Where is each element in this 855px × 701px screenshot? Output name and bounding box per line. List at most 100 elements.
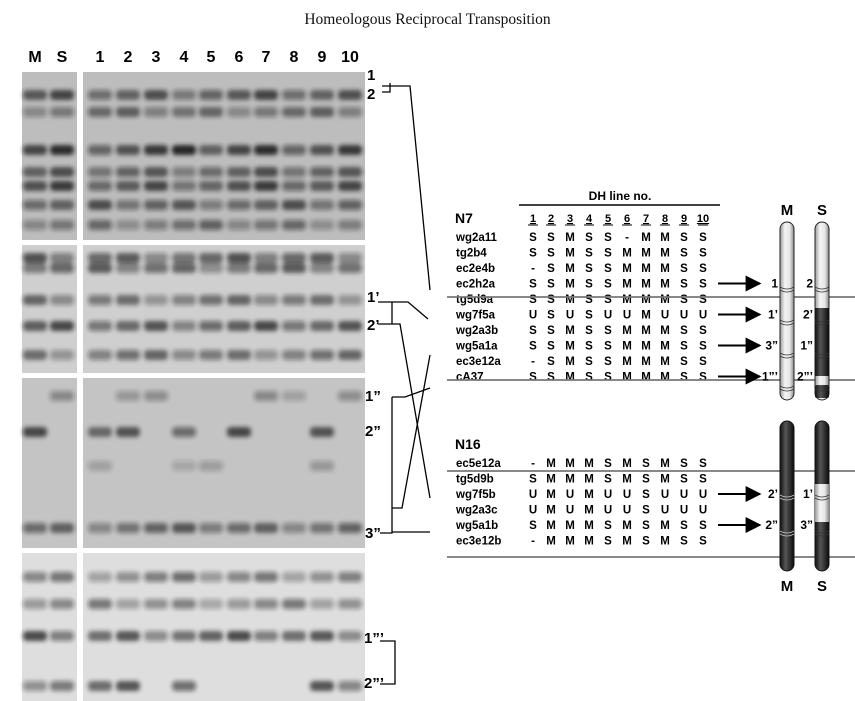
gel-band (23, 145, 47, 155)
gel-band (172, 427, 196, 437)
gel-band (50, 295, 74, 305)
connector-1ppp (380, 640, 396, 685)
gel-band (88, 599, 112, 609)
gel-band (23, 90, 47, 100)
genotype-call: U (566, 505, 574, 517)
gel-band (199, 107, 223, 117)
genotype-call: M (641, 310, 651, 322)
table-column-header: 7 (643, 213, 649, 225)
genotype-call: S (547, 232, 555, 244)
gel-band (172, 107, 196, 117)
gel-band (172, 200, 196, 210)
genotype-call: S (699, 520, 707, 532)
gel-band (338, 599, 362, 609)
gel-band (172, 631, 196, 641)
genotype-call: M (565, 458, 575, 470)
locus-label-m: 1’ (768, 308, 778, 322)
gel-band (310, 599, 334, 609)
gel-band (254, 350, 278, 360)
gel-band (310, 107, 334, 117)
genotype-call: U (699, 505, 707, 517)
gel-band (310, 90, 334, 100)
gel-band (144, 263, 168, 273)
gel-band (23, 107, 47, 117)
gel-band (144, 599, 168, 609)
locus-label-s: 1’ (803, 487, 813, 501)
genotype-call: M (622, 536, 632, 548)
gel-band (254, 167, 278, 177)
genotype-call: M (565, 372, 575, 384)
genotype-call: S (680, 294, 688, 306)
band-label: 3” (365, 525, 381, 542)
gel-band (310, 253, 334, 263)
gel-band (199, 253, 223, 263)
gel-band (199, 523, 223, 533)
genotype-call: M (641, 294, 651, 306)
gel-band (199, 350, 223, 360)
chrom-label-m-bottom: M (781, 578, 794, 595)
gel-band (23, 167, 47, 177)
lane-label: 9 (318, 49, 327, 66)
genotype-call: U (529, 505, 537, 517)
genotype-call: M (565, 263, 575, 275)
gel-band (144, 321, 168, 331)
genotype-call: M (622, 294, 632, 306)
marker-name: wg7f5a (455, 310, 496, 322)
gel-band (23, 181, 47, 191)
band-label: 2” (365, 423, 381, 440)
gel-band (338, 263, 362, 273)
genotype-call: S (604, 232, 612, 244)
genotype-call: M (660, 536, 670, 548)
gel-band (199, 181, 223, 191)
gel-band (50, 681, 74, 691)
gel-band (116, 263, 140, 273)
gel-band (23, 427, 47, 437)
gel-band (338, 523, 362, 533)
genotype-call: M (565, 325, 575, 337)
locus-label-m: 1 (771, 277, 778, 291)
gel-band (227, 631, 251, 641)
genotype-call: M (660, 474, 670, 486)
table-arrows (718, 275, 762, 533)
gel-band (310, 461, 334, 471)
genotype-call: M (584, 489, 594, 501)
genotype-call: U (661, 310, 669, 322)
genotype-call: S (604, 474, 612, 486)
genotype-call: S (680, 356, 688, 368)
genotype-call: S (604, 341, 612, 353)
genotype-call: S (680, 458, 688, 470)
gel-band (282, 181, 306, 191)
genotype-call: M (584, 536, 594, 548)
genotype-call: S (699, 536, 707, 548)
genotype-call: S (604, 325, 612, 337)
genotype-call: M (546, 489, 556, 501)
genotype-call: S (699, 263, 707, 275)
lane-label: 2 (124, 49, 133, 66)
genotype-call: S (642, 474, 650, 486)
genotype-call: S (699, 341, 707, 353)
genotype-call: S (604, 279, 612, 291)
gel-band (338, 200, 362, 210)
connector-1p-2p (378, 301, 431, 499)
gel-image: M S 1 2 3 4 5 6 7 8 9 10 1 2 1’ 2’ 1” 2” 3” 1”’ 2”’ (22, 49, 384, 701)
gel-band (282, 263, 306, 273)
genotype-call: M (622, 325, 632, 337)
genotype-call: S (699, 294, 707, 306)
genotype-call: M (641, 248, 651, 260)
gel-band (227, 427, 251, 437)
gel-band (338, 350, 362, 360)
genotype-call: M (565, 341, 575, 353)
genotype-call: S (585, 279, 593, 291)
genotype-call: M (641, 232, 651, 244)
gel-band (116, 181, 140, 191)
table-column-header: 2 (548, 213, 554, 225)
gel-band (50, 145, 74, 155)
gel-band (282, 90, 306, 100)
table-column-header: 3 (567, 213, 573, 225)
band-label: 2”’ (364, 675, 384, 692)
genotype-call: M (622, 279, 632, 291)
genotype-call: U (623, 489, 631, 501)
gel-band (116, 253, 140, 263)
genotype-call: U (604, 310, 612, 322)
genotype-call: M (660, 520, 670, 532)
